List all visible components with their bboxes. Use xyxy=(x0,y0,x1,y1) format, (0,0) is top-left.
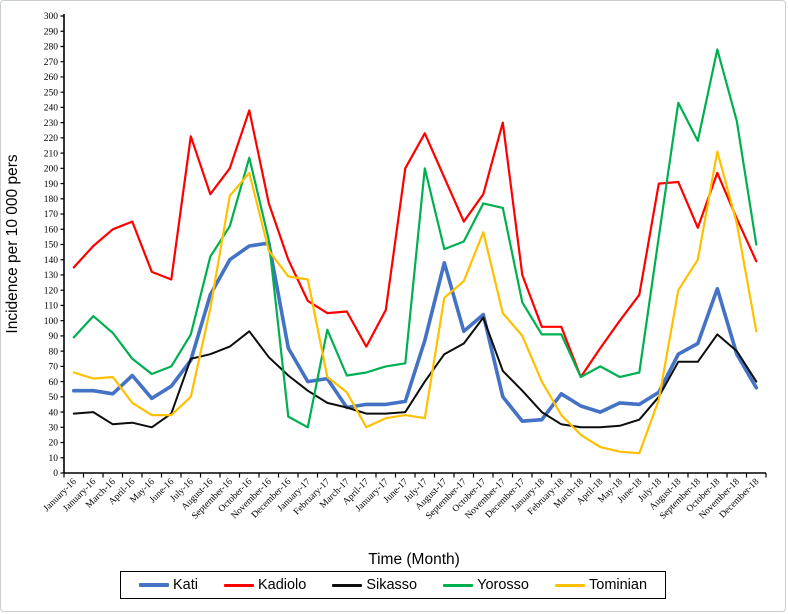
legend-label: Kadiolo xyxy=(257,577,307,593)
legend-box: Kati Kadiolo Sikasso Yorosso Tominian xyxy=(119,571,667,599)
y-tick-label: 120 xyxy=(44,286,59,296)
y-tick-label: 40 xyxy=(49,408,59,418)
y-tick-label: 140 xyxy=(44,256,59,266)
y-tick-label: 30 xyxy=(49,424,59,434)
x-axis-title: Time (Month) xyxy=(368,551,460,568)
y-tick-label: 160 xyxy=(44,225,59,235)
legend-item-yorosso: Yorosso xyxy=(443,577,529,593)
series-line-sikasso xyxy=(72,316,758,429)
y-tick-label: 270 xyxy=(44,58,59,68)
plot-area: 0 10 20 30 40 50 60 70 80 90 100 110 120 130 140 150 160… xyxy=(42,12,767,522)
legend-label: Sikasso xyxy=(366,577,418,593)
legend-item-kadiolo: Kadiolo xyxy=(223,577,307,593)
y-tick-label: 80 xyxy=(49,347,59,357)
series-line-kadiolo xyxy=(72,109,758,379)
y-tick-label: 190 xyxy=(44,180,59,190)
y-tick-label: 300 xyxy=(44,12,59,22)
legend-label: Yorosso xyxy=(477,577,529,593)
y-tick-label: 210 xyxy=(44,149,59,159)
y-axis-title: Incidence per 10 000 pers xyxy=(4,154,21,333)
y-tick-label: 10 xyxy=(49,454,59,464)
y-tick-label: 60 xyxy=(49,378,59,388)
y-tick-label: 130 xyxy=(44,271,59,281)
y-tick-label: 260 xyxy=(44,73,59,83)
y-tick-label: 20 xyxy=(49,439,59,449)
y-tick-label: 250 xyxy=(44,88,59,98)
y-tick-label: 170 xyxy=(44,210,59,220)
series-line-yorosso xyxy=(72,48,758,429)
y-tick-label: 280 xyxy=(44,43,59,53)
legend-swatch-kadiolo xyxy=(223,583,254,587)
legend-swatch-yorosso xyxy=(443,583,474,587)
y-tick-label: 0 xyxy=(53,469,58,479)
y-tick-label: 220 xyxy=(44,134,59,144)
legend-swatch-tominian xyxy=(555,583,585,587)
y-tick-label: 70 xyxy=(49,363,59,373)
legend-item-kati: Kati xyxy=(138,577,198,593)
series-line-kati xyxy=(72,241,759,424)
legend-swatch-kati xyxy=(138,583,169,587)
legend-swatch-sikasso xyxy=(332,583,363,587)
y-tick-label: 180 xyxy=(44,195,59,205)
y-tick-label: 90 xyxy=(49,332,59,342)
y-tick-label: 200 xyxy=(44,165,59,175)
legend-item-tominian: Tominian xyxy=(555,577,647,593)
y-tick-label: 230 xyxy=(44,119,59,129)
legend-item-sikasso: Sikasso xyxy=(332,577,417,593)
y-tick-label: 240 xyxy=(44,104,59,114)
series-line-tominian xyxy=(72,150,758,455)
y-tick-label: 290 xyxy=(44,27,59,37)
legend-label: Kati xyxy=(172,577,198,593)
y-tick-label: 150 xyxy=(44,241,59,251)
chart-legend: Kati Kadiolo Sikasso Yorosso Tominian xyxy=(1,571,785,599)
legend-label: Tominian xyxy=(589,577,648,593)
y-tick-label: 50 xyxy=(49,393,59,403)
y-tick-label: 100 xyxy=(44,317,59,327)
y-tick-label: 110 xyxy=(44,302,58,312)
